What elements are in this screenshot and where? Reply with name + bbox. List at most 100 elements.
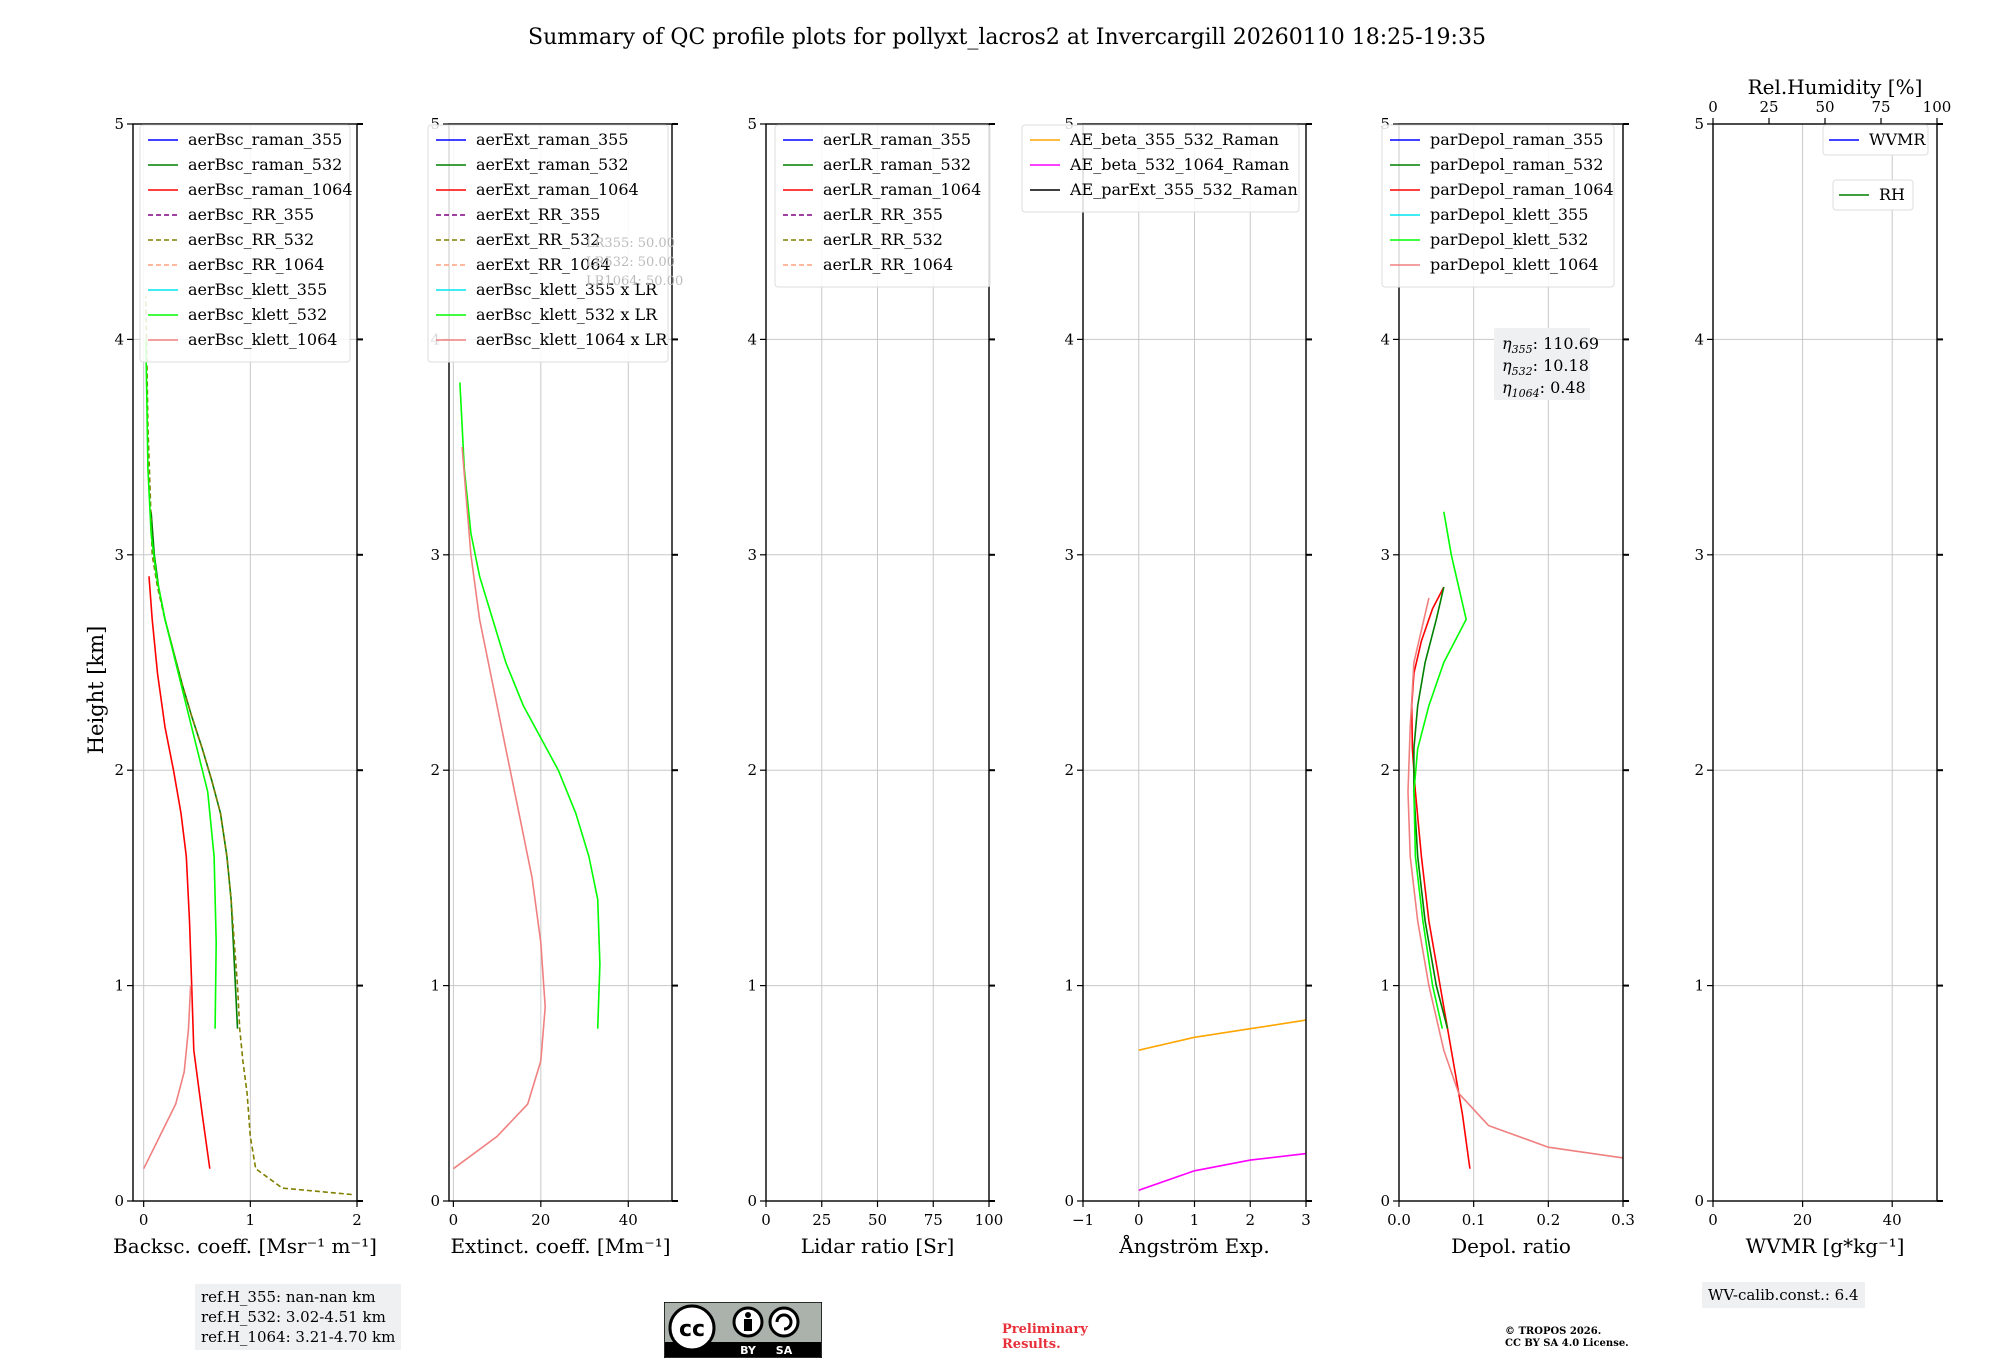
series-aerBsc_klett_532 x LR (459, 382, 601, 1029)
axes-frame (1082, 123, 1307, 1202)
preliminary-line-1: Preliminary (1002, 1322, 1088, 1337)
x-tick-label: 0.0 (1387, 1211, 1411, 1229)
x-tick-label: −1 (1072, 1211, 1094, 1229)
legend-label: AE_parExt_355_532_Raman (1069, 180, 1298, 199)
legend-label: aerBsc_klett_355 (188, 280, 327, 299)
figure-title: Summary of QC profile plots for pollyxt_… (528, 25, 1486, 50)
legend-frame (1021, 124, 1300, 213)
legend-label: parDepol_klett_355 (1430, 205, 1588, 224)
copyright-line-2: CC BY SA 4.0 License. (1505, 1338, 1629, 1349)
legend-frame (1822, 124, 1929, 156)
legend-label: AE_beta_532_1064_Raman (1069, 155, 1289, 174)
legend-label: aerExt_raman_1064 (476, 180, 639, 199)
axes-frame (132, 123, 358, 1202)
legend-label: aerBsc_RR_355 (188, 205, 314, 224)
legend-label: parDepol_klett_532 (1430, 230, 1588, 249)
series-parDepol_raman_532 (1413, 586, 1449, 1029)
x-tick-label: 3 (1301, 1211, 1311, 1229)
y-tick-label: 4 (747, 330, 757, 348)
legend-label: aerBsc_klett_532 (188, 305, 327, 324)
series-AE_beta_355_532_Raman (1138, 1019, 1307, 1051)
top-x-tick-label: 100 (1923, 98, 1952, 116)
legend-label: aerBsc_klett_1064 (188, 330, 337, 349)
top-axis-label: Rel.Humidity [%] (1748, 75, 1923, 99)
legend-label: aerBsc_raman_1064 (188, 180, 353, 199)
legend-label: parDepol_raman_532 (1430, 155, 1603, 174)
copyright-line-1: © TROPOS 2026. (1505, 1326, 1602, 1337)
legend-frame (774, 124, 991, 288)
top-x-tick-label: 0 (1708, 98, 1718, 116)
legend-label: aerBsc_RR_532 (188, 230, 314, 249)
y-tick-label: 0 (1694, 1192, 1704, 1210)
y-tick-label: 5 (1694, 115, 1704, 133)
legend-label: WVMR (1869, 130, 1926, 149)
legend-label: aerExt_raman_532 (476, 155, 629, 174)
series-aerBsc_klett_1064 (142, 985, 192, 1170)
legend-label: aerLR_RR_1064 (823, 255, 953, 274)
x-axis-label: Extinct. coeff. [Mm⁻¹] (450, 1234, 670, 1258)
series-AE_beta_532_1064_Raman (1138, 1152, 1307, 1191)
legend-label: aerExt_RR_1064 (476, 255, 611, 274)
x-tick-label: 2 (352, 1211, 362, 1229)
legend-frame (427, 124, 669, 363)
axes-frame (1398, 123, 1624, 1202)
panel-depol: 0 1 2 3 4 5 0.0 0.1 0.2 0.3 Depol. ratio parDepol_r… (1380, 115, 1634, 1258)
legend-label: RH (1879, 185, 1905, 204)
legend-label: aerLR_RR_355 (823, 205, 943, 224)
y-tick-label: 5 (747, 115, 757, 133)
y-tick-label: 1 (1380, 977, 1390, 995)
y-tick-label: 0 (747, 1192, 757, 1210)
legend-label: aerLR_raman_532 (823, 155, 971, 174)
legend-frame (1832, 179, 1914, 211)
legend-label: parDepol_raman_355 (1430, 130, 1603, 149)
lr-note: LR355: 50.00 (586, 236, 675, 251)
legend: AE_beta_355_532_Raman AE_beta_532_1064_Ra… (1021, 124, 1300, 213)
legend-label: aerBsc_RR_1064 (188, 255, 324, 274)
legend: aerBsc_raman_355 aerBsc_raman_532 aerBsc_r… (139, 124, 353, 363)
legend-label: aerExt_RR_355 (476, 205, 600, 224)
legend-label: parDepol_raman_1064 (1430, 180, 1614, 199)
sa-icon (768, 1306, 800, 1338)
x-tick-label: 50 (868, 1211, 887, 1229)
legend: parDepol_raman_355 parDepol_raman_532 parD… (1381, 124, 1615, 288)
x-tick-label: 75 (924, 1211, 943, 1229)
y-tick-label: 2 (114, 761, 124, 779)
axes-frame (765, 123, 990, 1202)
top-x-tick-label: 75 (1871, 98, 1890, 116)
x-tick-label: 2 (1245, 1211, 1255, 1229)
series-aerBsc_RR_532 (145, 296, 352, 1196)
legend-label: aerBsc_klett_355 x LR (476, 280, 658, 299)
y-tick-label: 4 (114, 330, 124, 348)
axes-frame (1712, 123, 1938, 1202)
y-tick-label: 5 (430, 115, 440, 133)
x-axis-label: Ångström Exp. (1118, 1233, 1269, 1258)
series-parDepol_raman_1064 (1410, 586, 1471, 1169)
x-tick-label: 0 (139, 1211, 149, 1229)
y-tick-label: 1 (1694, 977, 1704, 995)
y-tick-label: 1 (747, 977, 757, 995)
y-tick-label: 2 (430, 761, 440, 779)
panel-ext: 01234502040Extinct. coeff. [Mm⁻¹]aerExt_… (427, 115, 683, 1258)
series-aerBsc_klett_1064 x LR (452, 447, 547, 1170)
sa-label: SA (776, 1344, 793, 1357)
y-tick-label: 3 (1064, 546, 1074, 564)
legend-label: aerLR_raman_355 (823, 130, 971, 149)
x-axis-label: WVMR [g*kg⁻¹] (1746, 1234, 1905, 1258)
x-tick-label: 0.2 (1536, 1211, 1560, 1229)
legend-label: aerBsc_raman_532 (188, 155, 342, 174)
legend-label: parDepol_klett_1064 (1430, 255, 1599, 274)
y-tick-label: 0 (1380, 1192, 1390, 1210)
x-tick-label: 25 (812, 1211, 831, 1229)
legend-label: AE_beta_355_532_Raman (1069, 130, 1279, 149)
y-tick-label: 4 (1064, 330, 1074, 348)
y-tick-label: 5 (114, 115, 124, 133)
ref-h-355: ref.H_355: nan-nan km (201, 1288, 376, 1306)
y-tick-label: 0 (430, 1192, 440, 1210)
legend: aerLR_raman_355 aerLR_raman_532 aerLR_rama… (774, 124, 991, 288)
x-tick-label: 0.1 (1462, 1211, 1486, 1229)
x-axis-label: Lidar ratio [Sr] (801, 1234, 955, 1258)
x-tick-label: 0 (1708, 1211, 1718, 1229)
